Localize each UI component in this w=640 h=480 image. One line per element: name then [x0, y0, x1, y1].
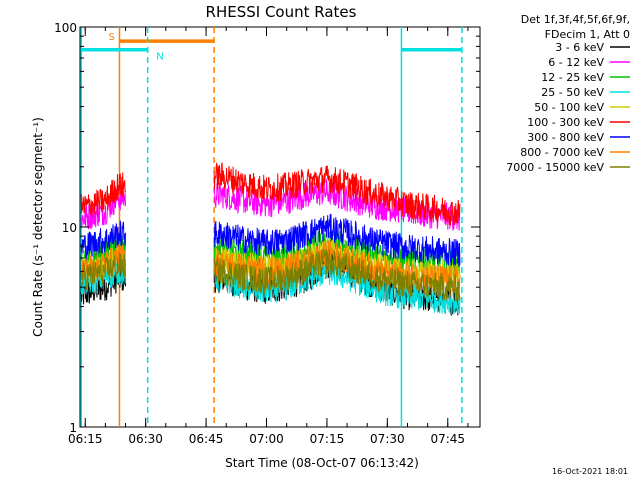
legend-entry-label: 6 - 12 keV — [548, 56, 604, 69]
x-tick-label: 07:15 — [310, 432, 345, 446]
annotation-layer: SN — [80, 27, 463, 427]
x-tick-label: 06:45 — [189, 432, 224, 446]
legend-entry-label: 3 - 6 keV — [555, 41, 604, 54]
legend-header-line-2: FDecim 1, Att 0 — [545, 28, 630, 41]
x-tick-label: 07:00 — [249, 432, 284, 446]
annotation-label: S — [108, 32, 114, 43]
chart-title: RHESSI Count Rates — [206, 3, 357, 21]
series-line-7 — [213, 213, 461, 267]
series-layer — [80, 162, 461, 317]
y-axis-label: Count Rate (s⁻¹ detector segment⁻¹) — [31, 117, 45, 337]
legend-entry-label: 12 - 25 keV — [541, 71, 604, 84]
x-tick-label: 06:15 — [68, 432, 103, 446]
legend-entry-label: 50 - 100 keV — [534, 101, 604, 114]
series-line-7 — [80, 220, 126, 261]
legend-entry-label: 7000 - 15000 keV — [506, 161, 604, 174]
series-line-6 — [80, 172, 126, 218]
series-line-6 — [213, 162, 461, 226]
y-tick-label: 100 — [54, 21, 77, 35]
series-line-9 — [80, 252, 126, 290]
x-axis-label: Start Time (08-Oct-07 06:13:42) — [225, 456, 419, 470]
series-line-9 — [213, 248, 461, 302]
legend-entry-label: 25 - 50 keV — [541, 86, 604, 99]
x-tick-label: 07:45 — [430, 432, 465, 446]
legend-items: 3 - 6 keV 6 - 12 keV 12 - 25 keV 25 - 50 ke… — [506, 41, 630, 174]
legend-entry-label: 100 - 300 keV — [527, 116, 604, 129]
x-tick-label: 07:30 — [370, 432, 405, 446]
timestamp: 16-Oct-2021 18:01 — [552, 467, 628, 476]
legend-entry-label: 300 - 800 keV — [527, 131, 604, 144]
series-line-8 — [213, 239, 461, 293]
legend-header-line-1: Det 1f,3f,4f,5f,6f,9f, — [521, 13, 630, 26]
y-tick-label: 1 — [69, 421, 77, 435]
legend: Det 1f,3f,4f,5f,6f,9f, FDecim 1, Att 0 3… — [506, 13, 630, 174]
y-tick-label: 10 — [62, 221, 77, 235]
ticks-layer: 06:15 06:30 06:45 07:00 07:15 07:30 07:45 1 10 10… — [54, 21, 480, 446]
legend-entry-label: 800 - 7000 keV — [520, 146, 604, 159]
x-tick-label: 06:30 — [128, 432, 163, 446]
annotation-label: N — [156, 52, 163, 63]
